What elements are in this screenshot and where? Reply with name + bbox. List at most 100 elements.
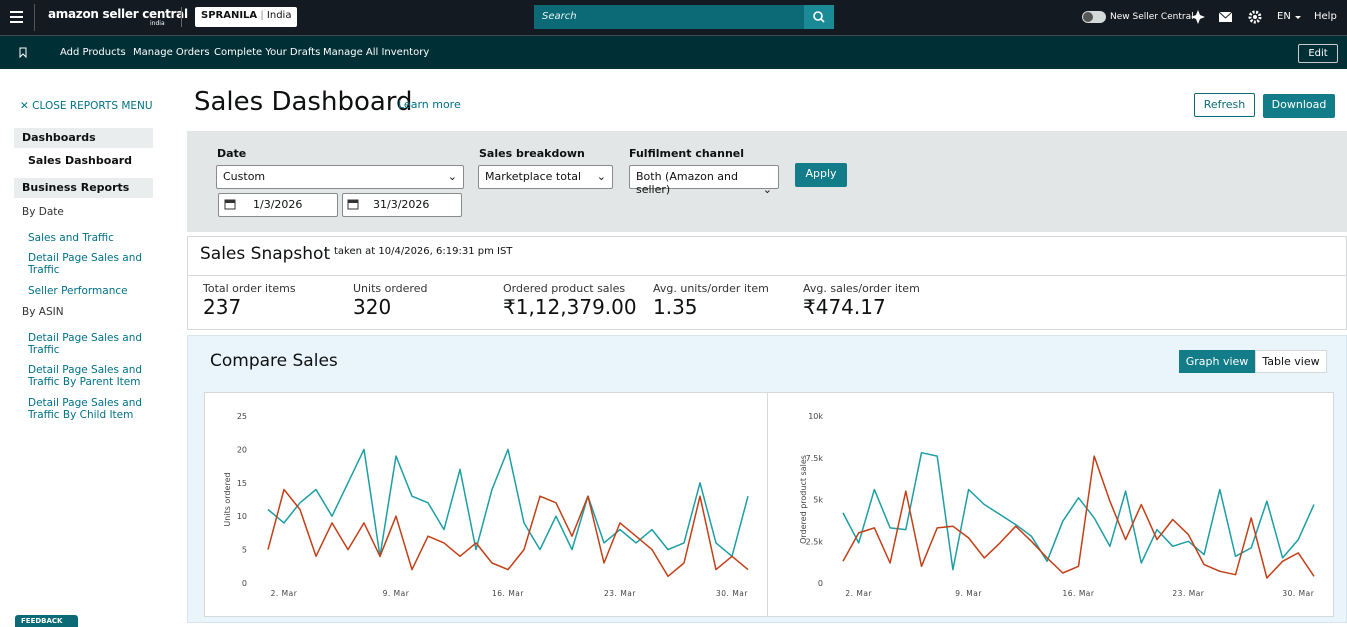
marketplace: India: [266, 10, 292, 21]
y-tick-label: 25: [237, 412, 247, 421]
menu-icon[interactable]: [10, 11, 23, 23]
nav-bar: Add Products Manage Orders Complete Your…: [0, 35, 1347, 69]
x-tick-label: 9. Mar: [383, 589, 410, 598]
header-icons[interactable]: [1190, 9, 1305, 25]
language[interactable]: EN: [1277, 11, 1291, 22]
chart: 0 2.5k 5k 7.5k 10k Ordered product sales 2. Ma…: [767, 392, 1334, 617]
table-view-tab[interactable]: Table view: [1255, 350, 1327, 373]
report-link[interactable]: Detail Page Sales and Traffic: [28, 332, 143, 356]
data-line: [267, 448, 749, 558]
metric-value: 237: [203, 295, 242, 319]
nav-link[interactable]: Add Products: [60, 47, 126, 58]
calendar-icon: [347, 199, 359, 210]
x-tick-label: 30. Mar: [716, 589, 748, 598]
metric-label: Total order items: [203, 282, 296, 295]
y-tick-label: 10: [237, 512, 247, 521]
nav-link[interactable]: Manage All Inventory: [323, 47, 430, 58]
report-link[interactable]: Detail Page Sales and Traffic: [28, 252, 143, 276]
metric-label: Ordered product sales: [503, 282, 626, 295]
active-link[interactable]: Sales Dashboard: [28, 154, 133, 167]
breakdown-select[interactable]: Marketplace total ⌄: [478, 165, 613, 189]
end-date[interactable]: 31/3/2026: [342, 193, 462, 217]
download-button[interactable]: Download: [1263, 94, 1335, 118]
group-title: By Date: [22, 206, 64, 218]
account-switcher[interactable]: SPRANILA | India: [195, 7, 298, 27]
section-title: Business Reports: [14, 178, 153, 198]
metric-value: ₹474.17: [803, 295, 886, 319]
metric-value: 1.35: [653, 295, 698, 319]
x-tick-label: 23. Mar: [1172, 589, 1204, 598]
toggle-label: New Seller Central: [1110, 12, 1194, 22]
y-tick-label: 0: [242, 579, 247, 588]
channel-select[interactable]: Both (Amazon and seller) ⌄: [629, 165, 779, 196]
section-title: Dashboards: [14, 128, 153, 148]
y-tick-label: 0: [818, 579, 823, 588]
x-tick-label: 2. Mar: [845, 589, 872, 598]
nav-link[interactable]: Manage Orders: [133, 47, 210, 58]
page-title: Sales Dashboard: [194, 87, 413, 117]
x-tick-label: 2. Mar: [271, 589, 298, 598]
search-button[interactable]: [804, 5, 834, 29]
filter-label: Date: [217, 147, 247, 160]
close-menu-text: CLOSE REPORTS MENU: [32, 100, 153, 112]
metric-label: Avg. units/order item: [653, 282, 769, 295]
feedback-tab[interactable]: FEEDBACK: [15, 615, 78, 627]
metric-value: 320: [353, 295, 392, 319]
metric-label: Units ordered: [353, 282, 428, 295]
metric-value: ₹1,12,379.00: [503, 295, 637, 319]
metric-label: Avg. sales/order item: [803, 282, 920, 295]
bookmark-icon[interactable]: [19, 47, 27, 58]
snapshot-panel: Sales Snapshot taken at 10/4/2026, 6:19:…: [187, 236, 1347, 330]
y-tick-label: 10k: [808, 412, 823, 421]
chart: 0 5 10 15 20 25 Units ordered 2. Mar 9. Mar 16. M…: [204, 392, 768, 617]
y-tick-label: 7.5k: [806, 454, 824, 463]
filter-panel: Date Custom ⌄ 1/3/2026 31/3/2026 Sales br…: [187, 131, 1347, 232]
learn-more[interactable]: Learn more: [398, 98, 461, 111]
data-line: [267, 488, 749, 578]
select-value: Marketplace total: [485, 170, 582, 183]
graph-view-tab[interactable]: Graph view: [1179, 350, 1255, 373]
y-tick-label: 2.5k: [806, 537, 824, 546]
y-axis-title: Units ordered: [223, 472, 232, 526]
data-line: [842, 455, 1315, 579]
calendar-icon: [224, 199, 236, 210]
account: SPRANILA: [201, 10, 258, 21]
start-date[interactable]: 1/3/2026: [218, 193, 338, 217]
group-title: By ASIN: [22, 306, 64, 318]
report-link[interactable]: Seller Performance: [28, 285, 128, 297]
x-tick-label: 16. Mar: [1063, 589, 1095, 598]
report-link[interactable]: Detail Page Sales and Traffic By Child I…: [28, 397, 143, 421]
snapshot-time: taken at 10/4/2026, 6:19:31 pm IST: [334, 246, 513, 257]
nav-link[interactable]: Complete Your Drafts: [214, 47, 321, 58]
top-bar: amazon seller central india SPRANILA | I…: [0, 0, 1347, 35]
x-tick-label: 23. Mar: [604, 589, 636, 598]
toggle[interactable]: [1082, 11, 1106, 23]
date-select[interactable]: Custom ⌄: [216, 165, 464, 189]
y-tick-label: 5: [242, 546, 247, 555]
report-link[interactable]: Sales and Traffic: [28, 232, 114, 244]
x-tick-label: 9. Mar: [955, 589, 982, 598]
search-input[interactable]: Search: [534, 5, 804, 29]
sidebar: ✕ CLOSE REPORTS MENU Dashboards Sales Da…: [0, 69, 170, 627]
y-tick-label: 20: [237, 445, 247, 454]
report-link[interactable]: Detail Page Sales and Traffic By Parent …: [28, 364, 143, 388]
help[interactable]: Help: [1314, 11, 1337, 22]
filter-label: Fulfilment channel: [629, 147, 745, 160]
select-value: Both (Amazon and seller): [636, 170, 738, 196]
refresh-button[interactable]: Refresh: [1194, 93, 1255, 117]
compare-title: Compare Sales: [210, 351, 338, 371]
logo-region: india: [150, 20, 165, 27]
y-tick-label: 15: [237, 479, 247, 488]
x-tick-label: 16. Mar: [492, 589, 524, 598]
edit-button[interactable]: Edit: [1298, 44, 1338, 63]
data-line: [842, 451, 1315, 571]
apply-button[interactable]: Apply: [795, 163, 847, 187]
snapshot-title: Sales Snapshot: [200, 244, 331, 264]
x-tick-label: 30. Mar: [1282, 589, 1314, 598]
close-menu[interactable]: ✕ CLOSE REPORTS MENU: [20, 100, 153, 112]
filter-label: Sales breakdown: [479, 147, 585, 160]
logo[interactable]: amazon seller central: [48, 7, 188, 21]
y-tick-label: 5k: [813, 496, 823, 505]
select-value: Custom: [223, 170, 266, 183]
